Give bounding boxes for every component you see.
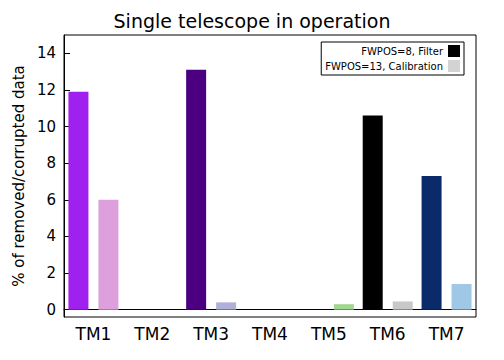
svg-text:2: 2 [46,264,56,282]
svg-text:TM5: TM5 [310,324,347,344]
svg-text:% of removed/corrupted data: % of removed/corrupted data [10,65,28,287]
svg-text:TM3: TM3 [192,324,229,344]
svg-text:TM6: TM6 [369,324,406,344]
svg-text:6: 6 [46,191,56,209]
svg-text:TM7: TM7 [428,324,465,344]
svg-text:FWPOS=8, Filter: FWPOS=8, Filter [361,46,444,57]
svg-text:TM1: TM1 [74,324,111,344]
svg-text:8: 8 [46,154,56,172]
svg-text:Single telescope in operation: Single telescope in operation [114,10,391,32]
svg-text:0: 0 [46,301,56,319]
svg-text:12: 12 [37,81,56,99]
svg-text:FWPOS=13, Calibration: FWPOS=13, Calibration [325,61,443,72]
svg-text:14: 14 [37,44,56,62]
svg-text:TM2: TM2 [133,324,170,344]
svg-text:4: 4 [46,227,56,245]
svg-text:10: 10 [37,118,56,136]
svg-text:TM4: TM4 [251,324,288,344]
